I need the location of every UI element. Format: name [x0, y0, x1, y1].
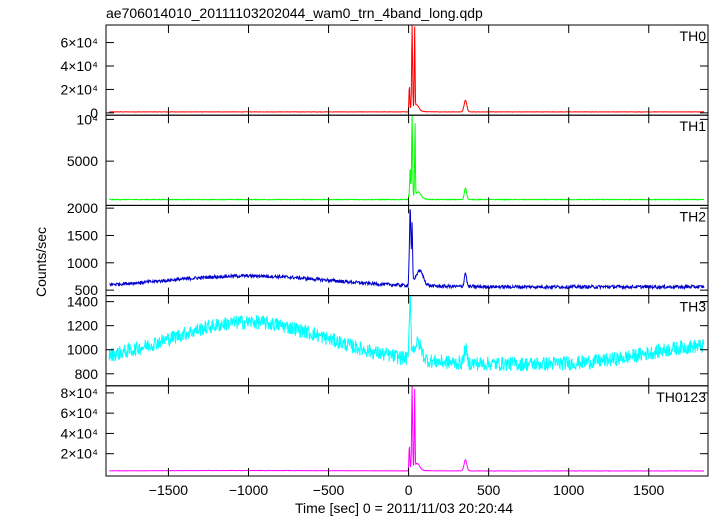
panel-frame-th0123: [105, 385, 709, 477]
panel-label-th1: TH1: [680, 118, 707, 134]
x-tick-label: −1000: [229, 482, 269, 498]
y-tick-label: 800: [75, 366, 99, 382]
y-tick-label: 4×10⁴: [60, 58, 98, 74]
y-tick-label: 2000: [67, 200, 98, 216]
x-axis-label: Time [sec] 0 = 2011/11/03 20:20:44: [295, 500, 513, 516]
panel-frame-th3: [105, 295, 709, 387]
y-tick-label: 2×10⁴: [60, 81, 98, 97]
y-tick-label: 8×10⁴: [60, 385, 98, 401]
series-line-th0: [109, 24, 704, 113]
y-tick-label: 1500: [67, 227, 98, 243]
y-tick-label: 1000: [67, 255, 98, 271]
series-line-th0123: [109, 385, 705, 472]
x-tick-label: −1500: [149, 482, 189, 498]
y-tick-label: 1200: [67, 318, 98, 334]
panel-label-th2: TH2: [680, 208, 707, 224]
y-tick-label: 1400: [67, 294, 98, 310]
series-line-th1: [108, 115, 705, 201]
chart-title: ae706014010_20111103202044_wam0_trn_4ban…: [106, 5, 483, 21]
panel-label-th0123: TH0123: [656, 389, 706, 405]
y-tick-label: 6×10⁴: [60, 35, 98, 51]
y-tick-label: 1000: [67, 342, 98, 358]
x-tick-label: 1500: [633, 482, 664, 498]
x-tick-label: 500: [477, 482, 501, 498]
y-tick-label: 2×10⁴: [60, 446, 98, 462]
panel-label-th0: TH0: [680, 28, 707, 44]
x-tick-label: 1000: [553, 482, 584, 498]
y-tick-label: 6×10⁴: [60, 405, 98, 421]
panel-frame-th0: [105, 24, 709, 116]
panel-frame-th1: [105, 114, 709, 206]
y-tick-label: 4×10⁴: [60, 425, 98, 441]
panel-label-th3: TH3: [680, 299, 707, 315]
y-tick-label: 5000: [67, 153, 98, 169]
panel-frame-th2: [105, 204, 709, 297]
series-line-th2: [108, 209, 705, 291]
y-tick-label: 10⁴: [76, 111, 98, 127]
y-tick-label: 500: [75, 282, 99, 298]
y-axis-label: Counts/sec: [33, 227, 49, 297]
x-tick-label: 0: [405, 482, 413, 498]
y-tick-label: 0: [90, 105, 98, 121]
x-tick-label: −500: [313, 482, 345, 498]
series-line-th3: [108, 295, 705, 372]
